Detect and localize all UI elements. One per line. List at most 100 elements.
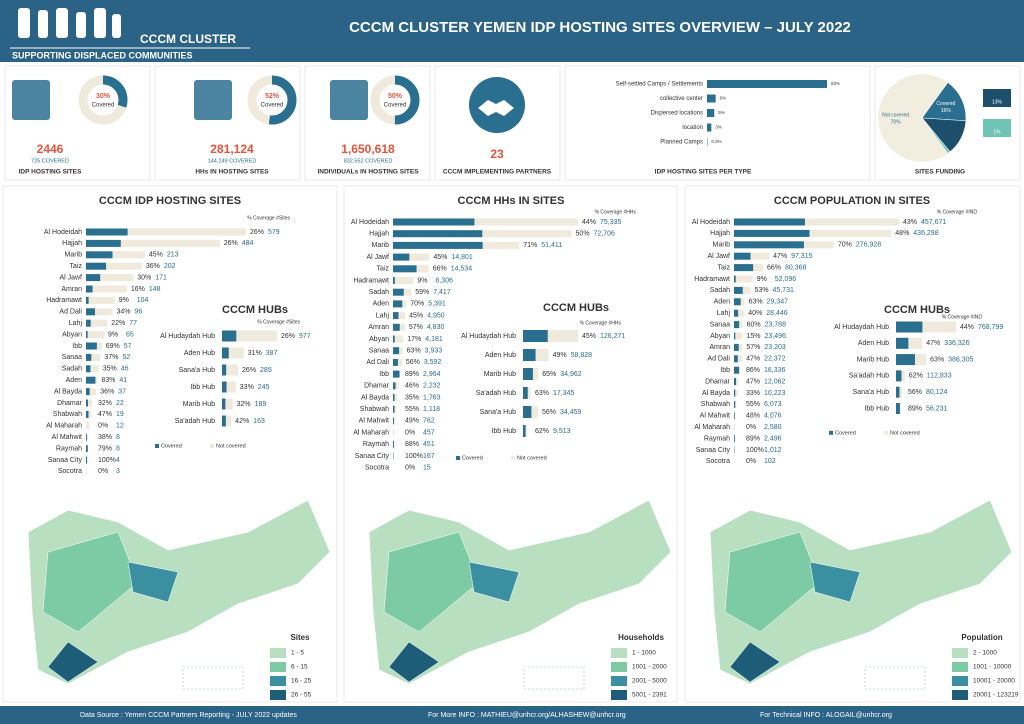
coverage-label: 9% (757, 276, 767, 283)
value-label: 8 (116, 434, 120, 441)
coverage-label: 36% (146, 263, 160, 270)
value-label: 97,315 (791, 253, 813, 260)
category-label: Ad Dali (707, 356, 730, 363)
category-label: Sadah (710, 287, 730, 294)
category-label: Ibb (72, 343, 82, 350)
footer-technical-info: For Technical INFO : ALOGAIL@unhcr.org (760, 712, 892, 719)
donut-arc (247, 75, 297, 125)
kpi-label: IDP HOSTING SITES (19, 169, 82, 176)
coverage-label: 47% (98, 411, 112, 418)
coverage-label: 69% (106, 343, 120, 350)
slice-name: Covered (936, 101, 955, 107)
bar-covered (393, 323, 400, 331)
slice-tag (983, 119, 1011, 137)
category-label: Abyan (62, 331, 82, 338)
map-inset (523, 666, 585, 690)
coverage-label: 36% (100, 388, 114, 395)
legend-label: 1 - 1000 (632, 650, 656, 657)
coverage-label: 66% (433, 266, 447, 273)
kpi-covered: 144,249 COVERED (208, 158, 257, 164)
bar-covered (734, 264, 754, 272)
value-label: 5% (718, 110, 725, 115)
bar-total (734, 275, 753, 283)
coverage-label: 79% (98, 445, 112, 452)
pie-slice (877, 73, 949, 163)
bar-covered (86, 342, 97, 350)
value-label: 23,788 (765, 321, 787, 328)
bar-covered (896, 337, 909, 349)
bar-covered (393, 417, 394, 425)
bar-covered (734, 355, 738, 363)
category-label: Sanaa (710, 321, 730, 328)
legend-label: 2 - 1000 (973, 650, 997, 657)
value-label: 52 (122, 354, 130, 361)
chart-title: CCCM POPULATION IN SITES (774, 195, 930, 207)
coverage-label: 44% (960, 324, 974, 331)
bar-covered (523, 349, 536, 361)
category-label: Ibb Hub (491, 428, 516, 435)
donut-caption: Covered (384, 103, 407, 109)
kpi-icon (330, 80, 368, 120)
category-label: Al Bayda (702, 390, 730, 397)
bar (707, 94, 716, 103)
category-label: Marib (371, 242, 389, 249)
bar-covered (896, 321, 923, 333)
coverage-label: 62% (909, 373, 923, 380)
bar-covered (86, 445, 88, 453)
bar-total (734, 309, 745, 317)
bar-total (86, 239, 220, 247)
category-label: Dispersed locations (651, 111, 703, 117)
partners-total: 23 (490, 147, 504, 161)
kpi-label: INDIVIDUALs IN HOSTING SITES (317, 169, 419, 176)
bar-covered (393, 440, 394, 448)
value-label: 3 (116, 468, 120, 475)
category-label: Marib Hub (484, 371, 516, 378)
legend-swatch (952, 662, 968, 672)
value-label: 977 (299, 333, 311, 340)
category-label: Raymah (363, 441, 389, 448)
bar-total (86, 228, 246, 236)
coverage-label: 49% (405, 418, 419, 425)
legend-label: 10001 - 20000 (973, 678, 1015, 685)
chart-title: CCCM HUBs (884, 304, 950, 316)
value-label: 762 (423, 418, 435, 425)
bar (707, 109, 715, 117)
category-label: Sanaa City (696, 447, 731, 454)
coverage-label: 0% (98, 423, 108, 430)
coverage-label: 40% (748, 310, 762, 317)
bar-total (86, 410, 92, 418)
value-label: 80,124 (926, 389, 948, 396)
value-label: 126,271 (600, 333, 625, 340)
category-label: Aden Hub (858, 340, 889, 347)
value-label: 104 (137, 297, 149, 304)
coverage-label: 62% (535, 428, 549, 435)
category-label: Raymah (56, 445, 82, 452)
bar-total (86, 285, 127, 293)
value-label: 386,305 (948, 356, 973, 363)
coverage-label: 56% (908, 389, 922, 396)
chart-title: CCCM HHs IN SITES (458, 195, 565, 207)
value-label: 451 (423, 441, 435, 448)
bar-covered (86, 433, 87, 441)
category-label: Ad Dali (59, 309, 82, 316)
kpi-covered: 725 COVERED (31, 158, 69, 164)
bar-covered (734, 252, 751, 260)
value-label: 3,592 (424, 359, 442, 366)
donut-caption: Covered (92, 103, 115, 109)
value-label: 202 (164, 263, 176, 270)
bar-covered (734, 343, 739, 351)
chart-title: SITES FUNDING (915, 169, 965, 176)
legend-label: Not covered (890, 430, 920, 436)
coverage-label: 45% (433, 254, 447, 261)
bar-covered (734, 412, 735, 420)
value-label: 17,345 (553, 390, 575, 397)
coverage-label: 70% (838, 242, 852, 249)
category-label: Hadramawt (694, 276, 730, 283)
category-label: Sa'adah Hub (476, 390, 516, 397)
value-label: 45,731 (772, 287, 794, 294)
bar-covered (86, 376, 96, 384)
coverage-label: 42% (235, 418, 249, 425)
legend-label: 16 - 25 (291, 678, 312, 685)
category-label: Hajjah (710, 230, 730, 237)
value-label: 3% (715, 125, 722, 130)
